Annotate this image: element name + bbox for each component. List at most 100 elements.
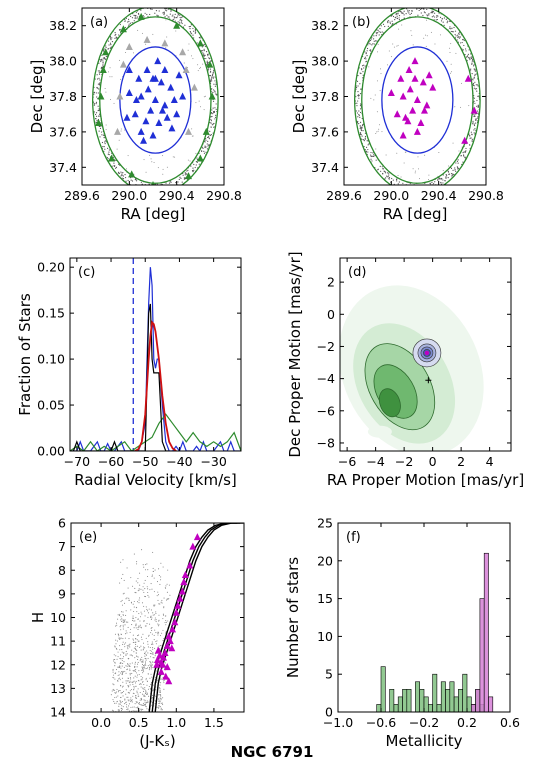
field-dot — [105, 91, 107, 93]
histogram-bar — [389, 689, 395, 712]
field-dot — [136, 690, 138, 692]
field-dot — [357, 91, 359, 93]
histogram-bar — [402, 689, 408, 712]
field-dot — [122, 178, 125, 180]
field-dot — [418, 9, 420, 12]
field-dot — [122, 638, 124, 640]
field-dot — [154, 619, 156, 621]
field-dot — [431, 11, 433, 13]
field-dot — [110, 37, 112, 39]
field-dot — [468, 49, 470, 51]
field-dot — [402, 182, 404, 184]
star-marker — [470, 106, 478, 114]
field-dot — [107, 40, 110, 42]
field-dot — [163, 606, 165, 608]
field-dot — [138, 634, 140, 636]
member-marker — [193, 533, 201, 541]
field-dot — [204, 45, 206, 48]
field-dot — [138, 626, 140, 628]
field-dot — [359, 105, 362, 107]
field-dot — [375, 132, 377, 134]
field-dot — [147, 701, 149, 703]
field-dot — [97, 70, 99, 72]
field-dot — [188, 43, 190, 45]
field-dot — [125, 598, 127, 600]
field-dot — [359, 127, 362, 129]
field-dot — [135, 592, 137, 594]
field-dot — [183, 177, 185, 179]
field-dot — [413, 189, 414, 190]
field-dot — [127, 696, 129, 698]
field-dot — [407, 11, 409, 13]
field-dot — [102, 146, 104, 148]
figure-title: NGC 6791 — [231, 743, 314, 761]
field-dot — [134, 620, 136, 622]
field-dot — [120, 710, 123, 712]
field-dot — [473, 77, 475, 79]
field-dot — [209, 134, 211, 136]
field-dot — [423, 11, 425, 13]
field-dot — [451, 31, 453, 33]
field-dot — [135, 643, 137, 646]
field-dot — [133, 617, 135, 619]
field-dot — [132, 617, 134, 619]
field-dot — [203, 109, 205, 111]
field-dot — [95, 115, 98, 117]
field-dot — [137, 693, 139, 695]
field-dot — [133, 680, 135, 682]
field-dot — [121, 686, 123, 688]
field-dot — [388, 176, 391, 179]
field-dot — [385, 177, 387, 179]
field-dot — [159, 694, 162, 696]
field-dot — [397, 44, 399, 46]
star-marker — [137, 127, 145, 135]
field-dot — [117, 633, 119, 635]
field-dot — [463, 39, 465, 42]
field-dot — [430, 12, 432, 14]
field-dot — [425, 45, 427, 47]
field-dot — [163, 607, 165, 609]
field-dot — [127, 155, 129, 157]
field-dot — [131, 649, 133, 651]
field-dot — [458, 150, 460, 152]
field-dot — [127, 587, 129, 589]
field-dot — [155, 689, 157, 691]
y-tick-label: 12 — [50, 657, 66, 672]
field-dot — [212, 91, 214, 93]
field-dot — [473, 64, 475, 66]
field-dot — [468, 105, 470, 107]
field-dot — [378, 31, 380, 33]
field-dot — [142, 672, 144, 674]
field-dot — [119, 679, 121, 681]
star-marker — [142, 117, 150, 125]
field-dot — [356, 102, 358, 104]
field-dot — [137, 626, 139, 629]
field-dot — [371, 155, 373, 157]
x-tick-label: −70 — [64, 454, 90, 469]
field-dot — [159, 684, 161, 686]
field-dot — [152, 657, 154, 659]
field-dot — [128, 700, 130, 702]
field-dot — [147, 616, 149, 618]
field-dot — [102, 64, 104, 66]
field-dot — [153, 577, 155, 579]
inner-circle — [119, 46, 192, 154]
field-dot — [97, 92, 99, 94]
field-dot — [137, 645, 139, 647]
field-dot — [193, 30, 195, 32]
field-dot — [109, 67, 111, 69]
field-dot — [137, 577, 139, 580]
star-marker — [423, 101, 431, 109]
field-dot — [138, 589, 140, 591]
field-dot — [473, 85, 475, 87]
field-dot — [145, 654, 148, 656]
field-dot — [201, 150, 203, 152]
field-dot — [448, 20, 450, 22]
field-dot — [144, 651, 146, 653]
field-dot — [112, 668, 114, 670]
field-dot — [476, 90, 478, 92]
field-dot — [159, 690, 161, 692]
field-dot — [210, 60, 212, 62]
field-dot — [129, 690, 131, 692]
field-dot — [152, 653, 154, 655]
